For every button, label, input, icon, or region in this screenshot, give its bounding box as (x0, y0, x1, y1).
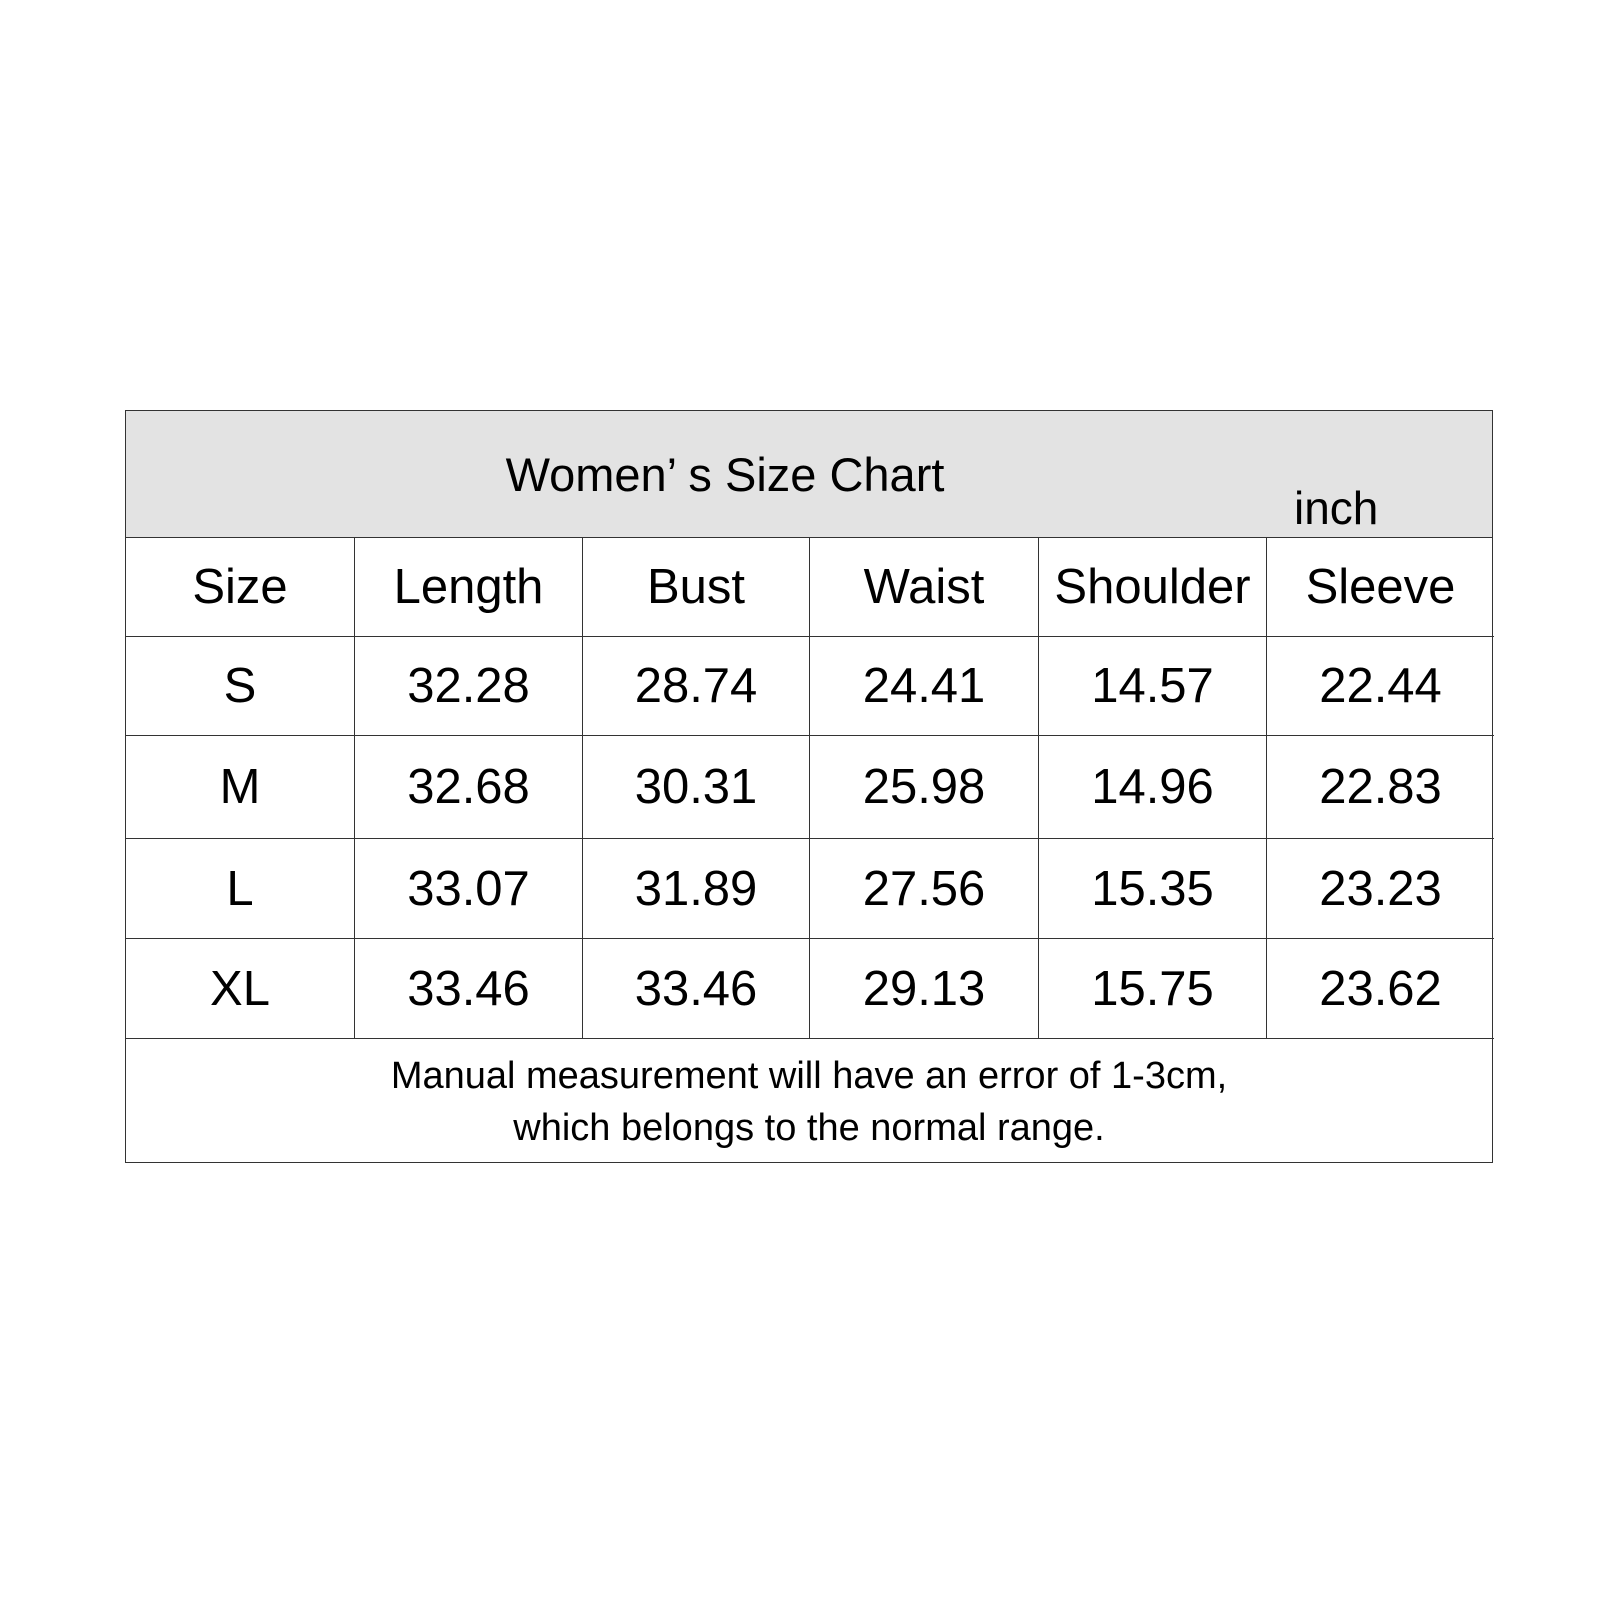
table-cell: 33.46 (355, 939, 583, 1039)
table-cell: 23.23 (1267, 839, 1494, 939)
note-line: which belongs to the normal range. (513, 1106, 1105, 1149)
table-cell: 24.41 (810, 637, 1039, 736)
column-header: Bust (583, 537, 810, 637)
table-cell: 25.98 (810, 736, 1039, 839)
chart-title: Women’ s Size Chart (505, 448, 945, 501)
table-cell: 30.31 (583, 736, 810, 839)
note-line: Manual measurement will have an error of… (390, 1054, 1228, 1097)
table-cell: 15.75 (1039, 939, 1267, 1039)
unit-label: inch (1294, 482, 1379, 534)
column-header: Shoulder (1039, 537, 1267, 637)
column-header: Sleeve (1267, 537, 1494, 637)
table-cell: 22.83 (1267, 736, 1494, 839)
table-cell: 32.28 (355, 637, 583, 736)
table-cell: 32.68 (355, 736, 583, 839)
table-header-band: Women’ s Size Chart inch (126, 411, 1492, 538)
table-cell: 14.96 (1039, 736, 1267, 839)
table-cell: 23.62 (1267, 939, 1494, 1039)
column-header: Size (126, 537, 355, 637)
column-header: Length (355, 537, 583, 637)
table-cell: M (126, 736, 355, 839)
table-cell: 22.44 (1267, 637, 1494, 736)
table-cell: 33.46 (583, 939, 810, 1039)
table-cell: XL (126, 939, 355, 1039)
table-cell: S (126, 637, 355, 736)
table-cell: 15.35 (1039, 839, 1267, 939)
table-cell: 29.13 (810, 939, 1039, 1039)
table-cell: 28.74 (583, 637, 810, 736)
table-cell: L (126, 839, 355, 939)
measurement-note: Manual measurement will have an error of… (126, 1039, 1492, 1164)
table-cell: 27.56 (810, 839, 1039, 939)
table-cell: 31.89 (583, 839, 810, 939)
column-header: Waist (810, 537, 1039, 637)
table-cell: 14.57 (1039, 637, 1267, 736)
table-cell: 33.07 (355, 839, 583, 939)
size-chart-table: Women’ s Size Chart inch Size Length Bust W… (125, 410, 1494, 1164)
